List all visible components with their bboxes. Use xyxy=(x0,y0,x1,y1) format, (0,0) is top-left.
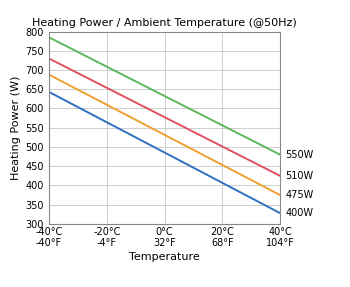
Title: Heating Power / Ambient Temperature (@50Hz): Heating Power / Ambient Temperature (@50… xyxy=(32,18,297,28)
Text: 510W: 510W xyxy=(286,171,314,181)
X-axis label: Temperature: Temperature xyxy=(129,252,200,262)
Text: 400W: 400W xyxy=(286,208,314,218)
Text: 550W: 550W xyxy=(286,150,314,160)
Y-axis label: Heating Power (W): Heating Power (W) xyxy=(11,75,21,180)
Text: 475W: 475W xyxy=(286,190,314,200)
